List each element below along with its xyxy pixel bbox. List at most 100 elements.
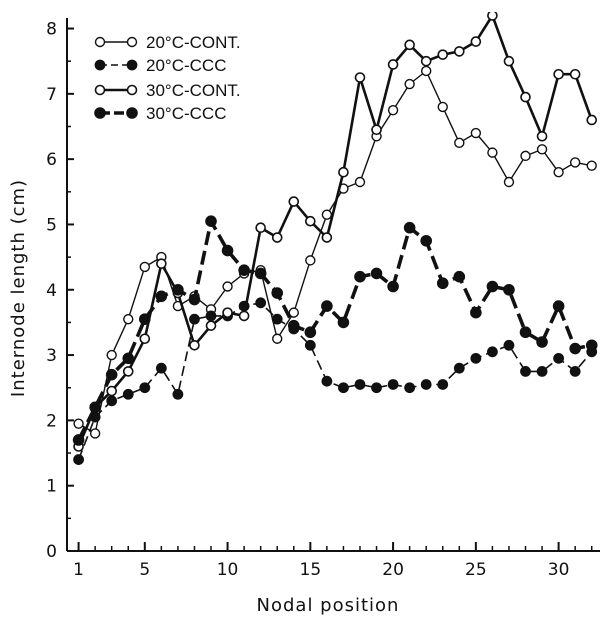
data-point [387,379,399,390]
data-point [304,339,316,351]
data-point [272,333,283,344]
legend-label: 20°C-CCC [146,56,226,75]
x-tick-label: 25 [465,560,487,580]
y-tick-label: 0 [46,542,57,562]
y-tick-label: 6 [46,150,57,170]
data-point [254,267,267,280]
data-point [536,130,548,142]
data-point [222,281,233,292]
data-point [487,12,498,21]
legend-marker [126,59,138,71]
legend-marker [94,107,106,119]
legend-marker [94,84,106,96]
data-point [271,313,283,325]
data-point [404,382,416,394]
data-point [122,352,135,365]
data-point [238,310,250,322]
series-line [77,301,593,460]
data-point [371,382,382,394]
legend-marker [94,36,106,48]
x-axis-title: Nodal position [257,595,400,616]
series-layer [72,12,598,465]
data-point [553,68,564,80]
data-point [552,300,565,312]
data-point [370,267,383,280]
data-point [172,283,184,296]
y-tick-label: 8 [46,20,57,40]
data-point [387,59,399,70]
data-point [420,234,432,247]
legend-label: 30°C-CONT. [146,81,241,100]
series-2 [73,297,598,465]
data-point [304,326,317,339]
data-point [569,342,581,355]
data-point [72,434,85,446]
data-point [553,352,565,364]
data-point [454,137,465,149]
y-tick-label: 2 [46,411,57,431]
data-point [569,157,581,168]
data-point [470,352,482,364]
data-point [569,68,581,80]
legend-marker [126,36,138,48]
data-point [437,101,448,113]
data-point [255,222,266,234]
y-tick-label: 1 [46,477,57,497]
data-point [122,366,134,377]
y-tick-label: 5 [46,215,57,235]
data-point [188,293,201,306]
legend-marker [94,59,106,71]
data-point [403,221,416,234]
data-point [106,385,117,397]
data-point [585,339,598,352]
data-point [156,258,167,269]
data-point [287,319,300,332]
data-point [73,454,84,465]
data-point [404,78,415,90]
data-point [89,428,101,439]
data-point [436,277,449,290]
x-tick-label: 5 [139,560,150,580]
y-axis-title: Internode length (cm) [8,179,29,397]
data-point [337,316,350,329]
data-point [503,339,515,351]
data-point [221,244,234,257]
y-tick-label: 4 [46,281,57,301]
data-point [255,297,267,309]
data-point [420,55,432,67]
legend-label: 30°C-CCC [146,104,226,123]
data-point [155,290,168,303]
data-point [453,362,465,374]
data-point [205,320,217,331]
data-point [371,124,382,136]
series-line [77,14,593,448]
data-point [420,65,432,77]
x-tick-label: 1 [73,560,84,580]
x-tick-label: 30 [548,560,570,580]
data-point [106,395,118,407]
data-point [503,283,515,296]
data-point [139,382,151,394]
legend-marker [126,84,138,96]
data-point [404,39,415,51]
data-point [321,375,333,387]
x-tick-label: 20 [382,560,404,580]
data-point [106,349,117,361]
data-point [586,160,597,171]
data-point [205,215,217,227]
y-tick-label: 3 [46,346,57,366]
data-point [271,232,283,243]
data-point [569,366,581,377]
data-point [586,114,598,126]
x-tick-label: 15 [300,560,322,580]
data-point [520,91,531,103]
data-point [222,307,233,318]
y-tick-label: 7 [46,85,57,105]
data-point [155,362,167,374]
data-point [288,196,300,207]
data-point [354,72,366,83]
data-point [520,366,531,377]
data-point [354,379,366,390]
data-point [321,209,333,220]
